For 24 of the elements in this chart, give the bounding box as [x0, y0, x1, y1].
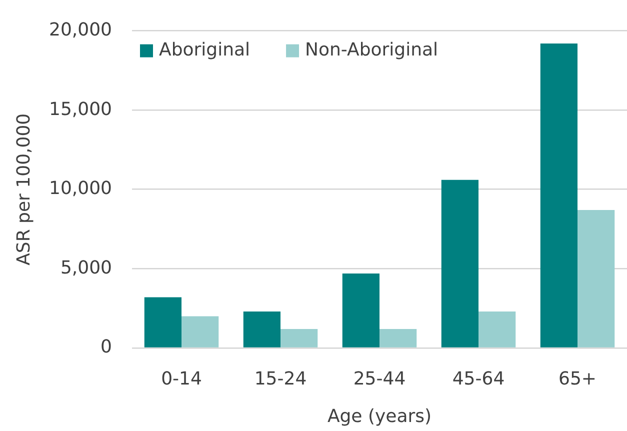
- x-axis-title: Age (years): [327, 406, 432, 427]
- legend-label: Aboriginal: [159, 39, 250, 60]
- bar: [540, 43, 578, 348]
- bar: [380, 328, 417, 348]
- bar: [144, 297, 182, 348]
- y-tick-label: 0: [100, 336, 112, 358]
- x-tick-label: 25-44: [353, 368, 406, 390]
- x-tick-label: 45-64: [452, 368, 505, 390]
- x-tick-label: 15-24: [254, 368, 307, 390]
- bar: [578, 210, 615, 348]
- y-tick-label: 15,000: [49, 98, 112, 120]
- bar: [243, 312, 280, 348]
- bar: [342, 273, 380, 348]
- x-tick-label: 65+: [558, 368, 596, 390]
- y-tick-label: 5,000: [60, 257, 112, 278]
- y-tick-label: 10,000: [49, 178, 112, 200]
- bar: [182, 316, 219, 348]
- bar: [478, 312, 516, 348]
- bar: [441, 180, 478, 348]
- bar: [280, 328, 318, 348]
- y-tick-label: 20,000: [49, 19, 112, 40]
- legend-label: Non-Aboriginal: [305, 39, 438, 60]
- y-axis-title: ASR per 100,000: [13, 113, 34, 266]
- x-tick-label: 0-14: [161, 368, 202, 390]
